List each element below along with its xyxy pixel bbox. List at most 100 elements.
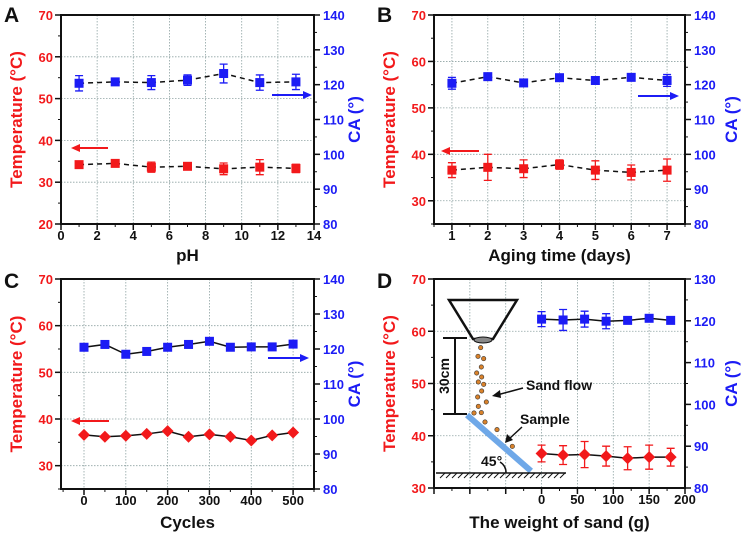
sand-particle — [483, 399, 489, 405]
data-point — [623, 315, 633, 325]
data-point — [291, 163, 301, 173]
sand-particle — [471, 410, 477, 416]
panel-letter: B — [377, 4, 392, 27]
y-right-tick-label: 80 — [694, 217, 708, 232]
y-right-tick-label: 100 — [323, 412, 345, 427]
panel-d: D 0 50 100 150 200 30 40 50 60 70 80 90 100 110 120 130 T… — [377, 270, 741, 532]
data-point — [163, 342, 173, 352]
y-right-tick-label: 100 — [323, 147, 345, 162]
x-tick-label: 4 — [130, 228, 138, 243]
hatch-line — [451, 472, 458, 479]
hatch-line — [469, 472, 476, 479]
data-point — [666, 315, 676, 325]
data-point — [146, 162, 156, 172]
y-left-tick-label: 50 — [412, 101, 426, 116]
data-point — [537, 314, 547, 324]
data-point — [119, 429, 132, 442]
data-point — [225, 342, 235, 352]
y-right-tick-label: 130 — [694, 272, 716, 287]
data-point — [246, 342, 256, 352]
y-right-tick-label: 90 — [323, 447, 337, 462]
arrow-head-icon — [71, 144, 80, 152]
sand-particle — [479, 374, 485, 380]
data-point — [519, 78, 529, 88]
y-right-tick-label: 130 — [323, 43, 345, 58]
sand-particle — [475, 353, 481, 359]
y-left-tick-label: 30 — [412, 194, 426, 209]
height-bar — [443, 337, 467, 415]
data-point — [79, 342, 89, 352]
y-right-tick-label: 110 — [323, 113, 344, 128]
sand-particles — [471, 345, 515, 449]
plot-frame — [60, 278, 315, 490]
hatch-line — [493, 472, 500, 479]
y-right-tick-label: 120 — [323, 342, 345, 357]
x-tick-label: 10 — [234, 228, 248, 243]
hatch-line — [475, 472, 482, 479]
y-left-axis-title: Temperature (°C) — [7, 316, 26, 453]
sand-test-schematic: 30cm 45° Sand flow Sample — [436, 298, 592, 479]
y-left-tick-label: 70 — [39, 8, 53, 23]
y-left-tick-label: 60 — [39, 319, 53, 334]
panel-letter: C — [4, 270, 19, 293]
sand-particle — [474, 370, 480, 376]
y-right-axis-title: CA (°) — [345, 361, 364, 408]
data-point — [580, 314, 590, 324]
data-point — [146, 78, 156, 88]
angle-label: 45° — [481, 453, 502, 469]
x-tick-label: 150 — [638, 492, 660, 507]
x-tick-label: 6 — [166, 228, 173, 243]
y-right-axis-title: CA (°) — [722, 96, 741, 143]
x-tick-label: 200 — [157, 493, 179, 508]
x-tick-label: 14 — [307, 228, 322, 243]
x-tick-label: 12 — [271, 228, 285, 243]
arrow-head-icon — [670, 92, 679, 100]
data-point — [535, 447, 548, 460]
hatch-line — [511, 472, 518, 479]
hatch-line — [463, 472, 470, 479]
data-point — [184, 339, 194, 349]
hatch-line — [445, 472, 452, 479]
y-left-tick-label: 60 — [412, 54, 426, 69]
data-point — [224, 430, 237, 443]
sand-particle — [481, 381, 487, 387]
y-left-tick-label: 70 — [412, 8, 426, 23]
panel-letter: D — [377, 270, 392, 293]
data-point — [287, 426, 300, 439]
y-right-tick-label: 140 — [323, 8, 345, 23]
series-ca — [79, 336, 298, 359]
funnel-outlet — [473, 336, 493, 344]
hatch-line — [439, 472, 446, 479]
y-left-tick-label: 30 — [39, 459, 53, 474]
x-tick-label: 1 — [448, 228, 455, 243]
y-left-tick-label: 50 — [39, 365, 53, 380]
panel-b: B 1 2 3 4 5 6 7 30 40 50 60 70 80 90 100 110 120 130 140 Agi… — [377, 4, 741, 265]
x-tick-label: 400 — [240, 493, 262, 508]
data-point — [621, 452, 634, 465]
y-left-tick-label: 20 — [39, 217, 53, 232]
y-right-axis-title: CA (°) — [345, 96, 364, 143]
data-point — [110, 158, 120, 168]
y-left-tick-label: 60 — [412, 324, 426, 339]
angle-arc — [499, 461, 507, 474]
data-point — [183, 75, 192, 85]
hatch-line — [529, 472, 536, 479]
sample-label: Sample — [520, 411, 570, 427]
hatch-line — [553, 472, 560, 479]
y-left-tick-label: 70 — [412, 272, 426, 287]
sand-particle — [481, 356, 487, 362]
data-point — [255, 78, 265, 88]
x-tick-label: 200 — [674, 492, 696, 507]
x-tick-label: 300 — [199, 493, 221, 508]
sand-flow-label: Sand flow — [526, 377, 592, 393]
data-point — [204, 336, 214, 346]
hatch-line — [457, 472, 464, 479]
arrow-head-icon — [303, 91, 312, 99]
hatch-line — [481, 472, 488, 479]
y-left-tick-label: 50 — [39, 92, 53, 107]
data-point — [219, 164, 229, 174]
y-left-tick-label: 40 — [39, 412, 53, 427]
data-point — [519, 164, 529, 174]
y-left-axis-title: Temperature (°C) — [380, 51, 399, 188]
y-right-tick-label: 130 — [694, 43, 716, 58]
